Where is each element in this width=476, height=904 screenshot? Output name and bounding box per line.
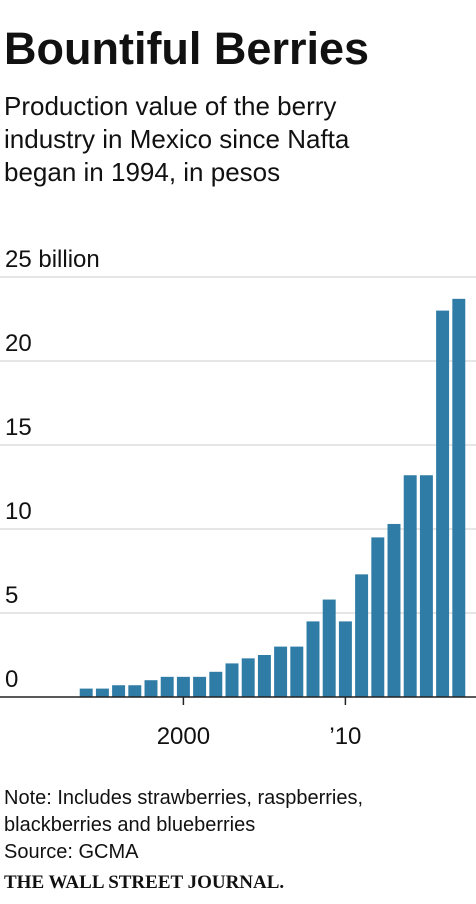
x-tick-label: ’10 bbox=[329, 723, 361, 750]
bar bbox=[209, 671, 223, 697]
y-tick-label: 25 billion bbox=[5, 246, 100, 273]
bar bbox=[371, 537, 385, 697]
bar bbox=[257, 655, 271, 697]
bar bbox=[419, 475, 433, 697]
bar bbox=[160, 676, 174, 697]
bar bbox=[176, 676, 190, 697]
bar bbox=[387, 523, 401, 697]
bar bbox=[436, 310, 450, 697]
credit: THE WALL STREET JOURNAL. bbox=[4, 872, 284, 893]
subtitle: Production value of the berry bbox=[4, 91, 336, 121]
bar bbox=[452, 298, 466, 697]
y-tick-label: 5 bbox=[5, 582, 18, 609]
bar bbox=[322, 599, 336, 697]
subtitle: began in 1994, in pesos bbox=[4, 157, 280, 187]
bar bbox=[193, 676, 207, 697]
bar bbox=[274, 646, 288, 697]
note: Note: Includes strawberries, raspberries… bbox=[4, 787, 363, 809]
y-tick-label: 15 bbox=[5, 414, 32, 441]
bar bbox=[355, 574, 369, 697]
bar bbox=[338, 621, 352, 697]
bar bbox=[403, 475, 417, 697]
bar bbox=[95, 688, 109, 697]
bar bbox=[128, 685, 142, 697]
note: blackberries and blueberries bbox=[4, 814, 255, 836]
y-tick-label: 0 bbox=[5, 666, 18, 693]
bar bbox=[241, 658, 255, 697]
bar bbox=[112, 685, 126, 697]
note: Source: GCMA bbox=[4, 841, 139, 863]
bar bbox=[144, 680, 158, 697]
chart-title: Bountiful Berries bbox=[4, 23, 369, 74]
x-tick-label: 2000 bbox=[157, 723, 210, 750]
bar bbox=[225, 663, 239, 697]
bar bbox=[306, 621, 320, 697]
bar bbox=[290, 646, 304, 697]
y-tick-label: 20 bbox=[5, 330, 32, 357]
y-tick-label: 10 bbox=[5, 498, 32, 525]
bar bbox=[79, 688, 93, 697]
subtitle: industry in Mexico since Nafta bbox=[4, 124, 350, 154]
